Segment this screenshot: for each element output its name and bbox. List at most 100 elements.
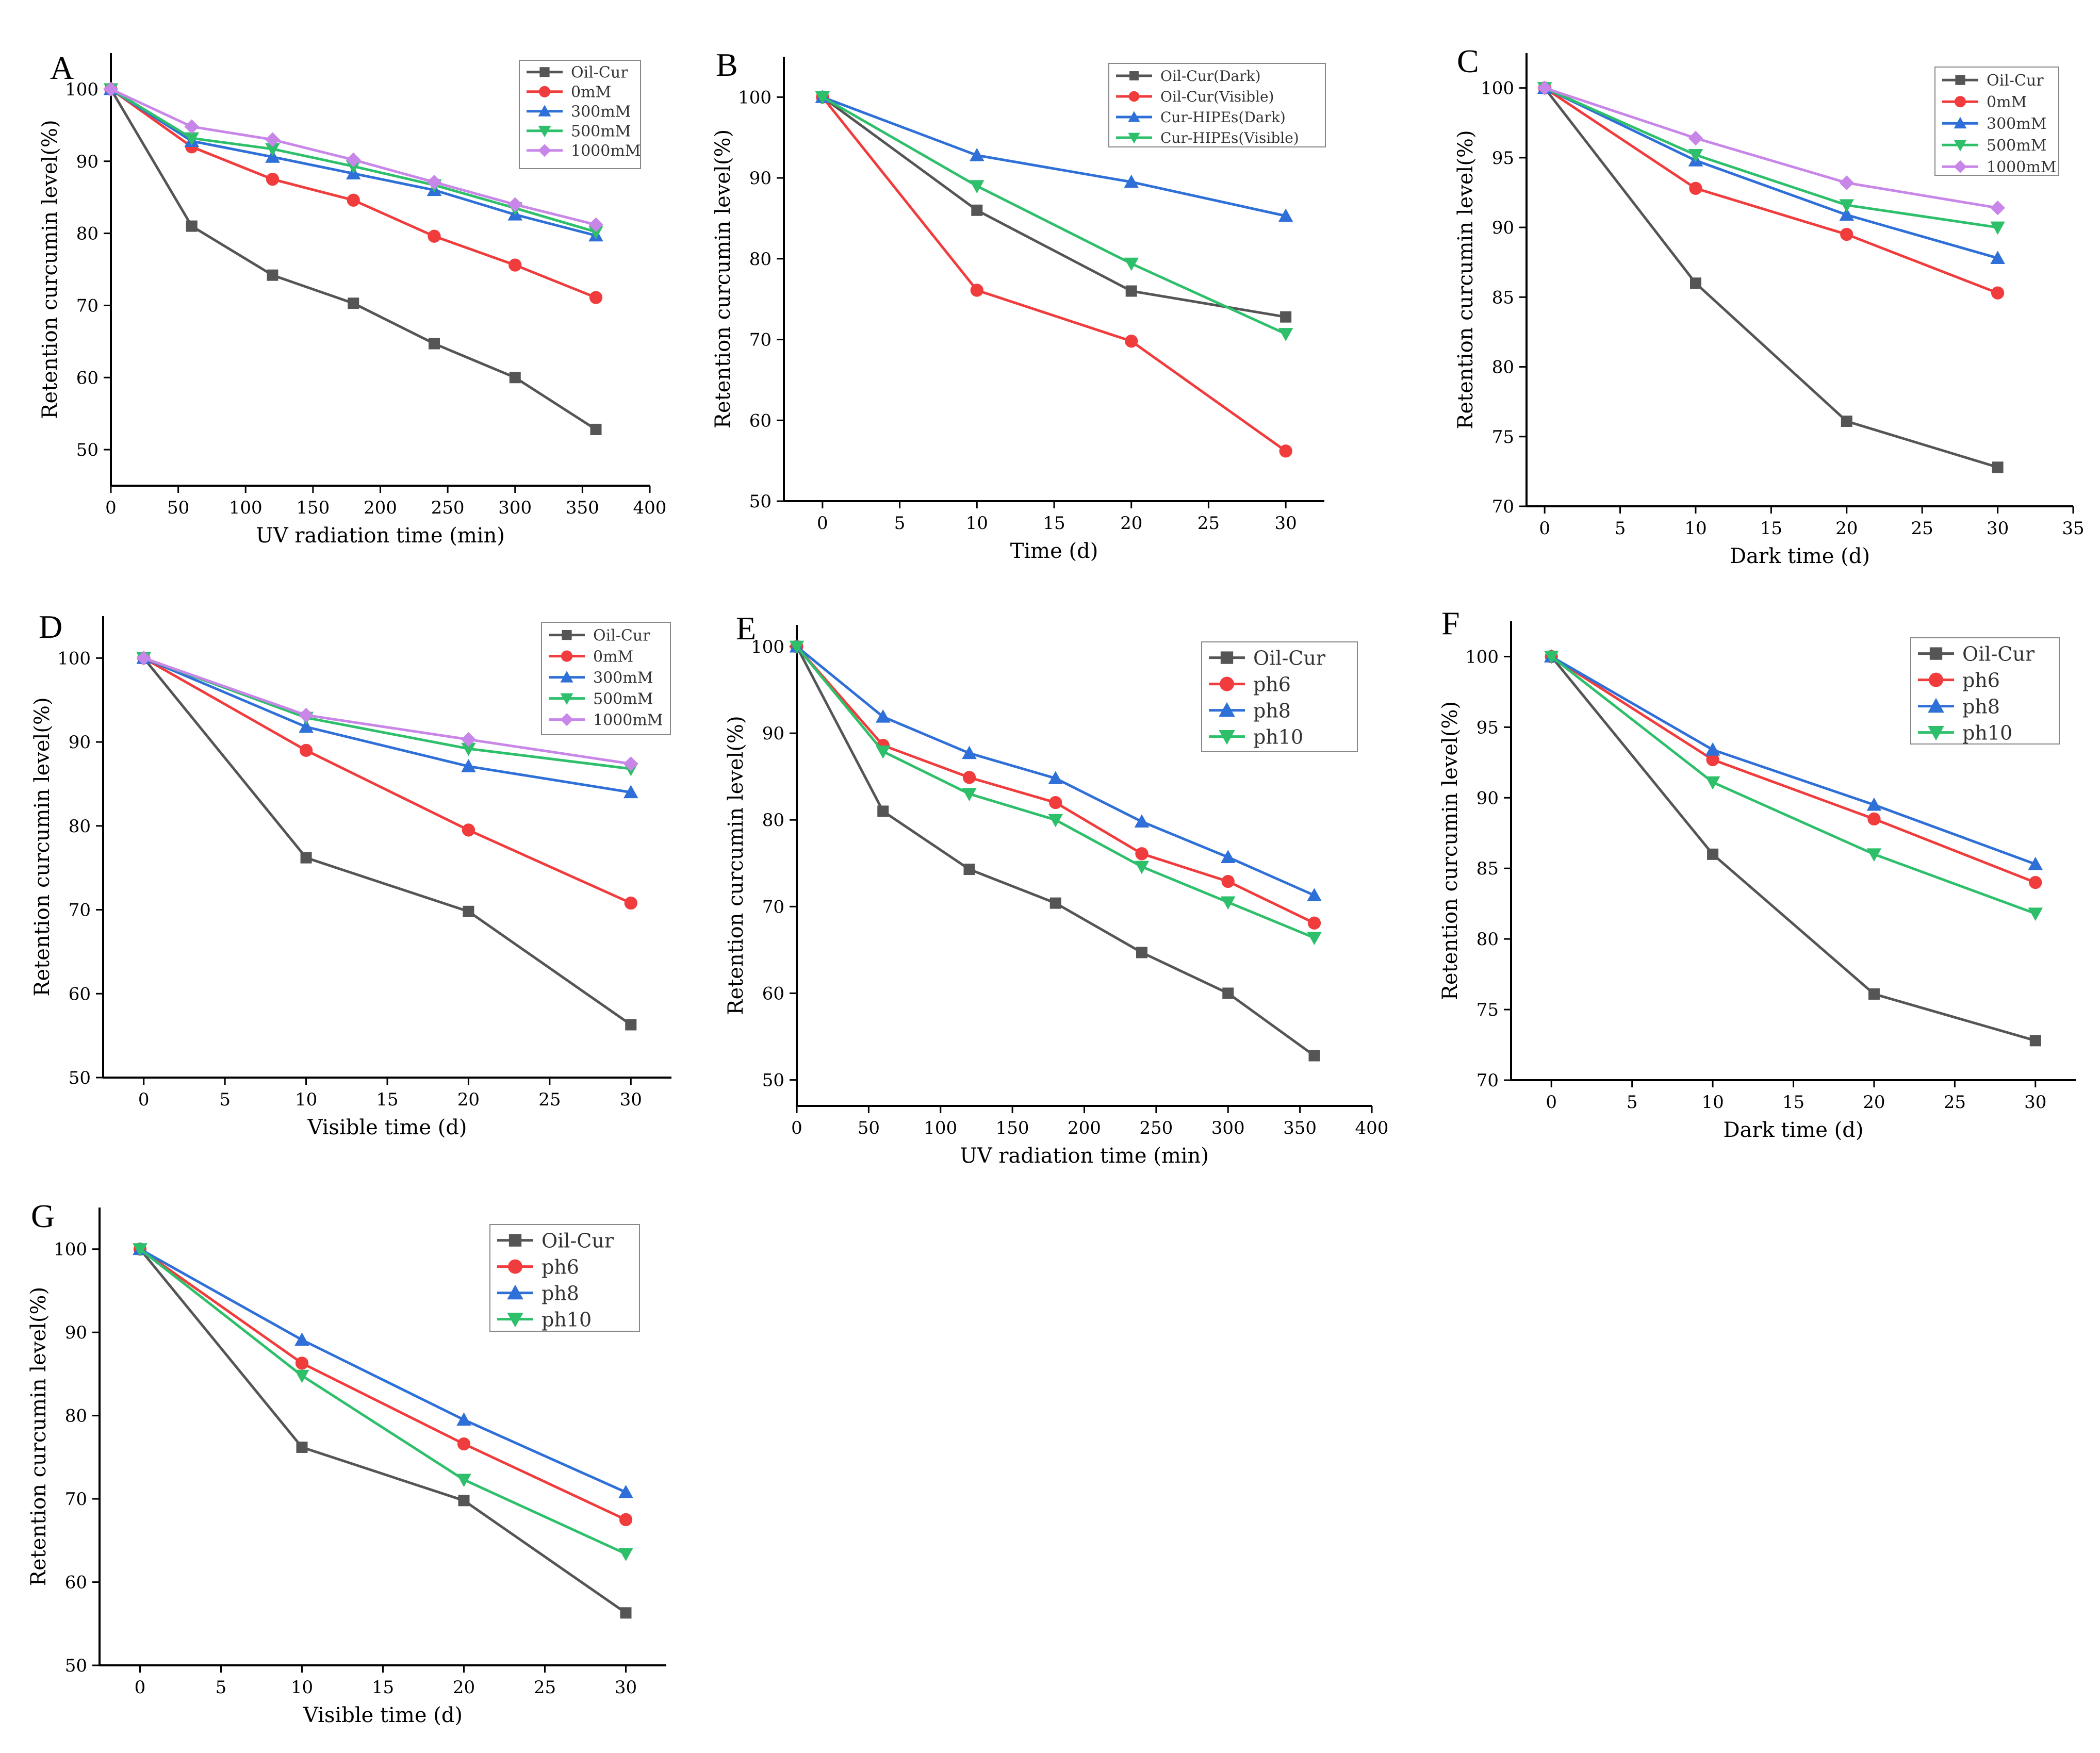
x-tick-label: 10: [291, 1677, 313, 1698]
legend-box: [1934, 67, 2059, 176]
x-tick-label: 250: [1139, 1118, 1173, 1138]
data-point: [457, 1437, 471, 1451]
y-axis-label: Retention curcumin level(%): [38, 120, 62, 419]
data-point: [1544, 651, 1559, 664]
legend-marker: [1928, 698, 1944, 713]
series-line: [139, 1248, 627, 1555]
data-point: [877, 805, 889, 817]
data-point: [1220, 896, 1236, 910]
y-tick-label: 50: [65, 1656, 87, 1676]
x-tick-label: 20: [1120, 513, 1142, 534]
data-point: [1706, 753, 1719, 767]
x-tick-label: 5: [216, 1677, 227, 1698]
y-tick-label: 60: [749, 410, 772, 431]
legend-marker: [1954, 140, 1967, 152]
legend-marker: [1955, 75, 1965, 85]
x-tick-label: 0: [105, 498, 117, 518]
legend-label: 500mM: [593, 690, 653, 708]
data-point: [1048, 771, 1063, 784]
data-point: [1688, 148, 1703, 162]
legend-item: Cur-HIPEs(Dark): [1116, 109, 1286, 126]
y-tick-label: 80: [762, 810, 784, 831]
data-point: [1990, 221, 2005, 235]
x-tick-label: 15: [376, 1089, 398, 1110]
series-line: [142, 657, 632, 1026]
series-line: [822, 96, 1286, 319]
y-tick-label: 60: [762, 983, 784, 1004]
y-axis-label: Retention curcumin level(%): [724, 716, 748, 1015]
data-point: [1049, 796, 1062, 809]
series-1000mm: [136, 651, 638, 771]
legend-label: 300mM: [1987, 115, 2046, 133]
y-tick-label: 80: [1492, 357, 1514, 378]
data-point: [299, 743, 313, 757]
data-point: [962, 771, 976, 784]
data-point: [429, 338, 440, 350]
x-tick-label: 200: [1068, 1118, 1101, 1138]
legend: Oil-Cur ph6 ph8 ph10: [489, 1224, 640, 1332]
x-tick-label: 0: [135, 1677, 146, 1698]
legend-marker: [560, 713, 573, 726]
legend-label: Oil-Cur: [593, 626, 650, 644]
x-tick-label: 20: [1863, 1092, 1885, 1113]
legend-marker: [507, 1284, 523, 1300]
series-line: [1544, 87, 1998, 229]
data-point: [456, 1412, 471, 1426]
data-point: [2028, 907, 2043, 921]
data-point: [1279, 444, 1292, 458]
data-point: [971, 204, 983, 216]
series-1000mm: [103, 81, 603, 233]
data-point: [1125, 285, 1137, 297]
data-point: [875, 745, 891, 759]
y-tick-label: 80: [69, 816, 91, 837]
data-point: [1841, 416, 1852, 427]
legend-label: 1000mM: [593, 711, 663, 729]
legend-label: 0mM: [1987, 93, 2027, 111]
legend-item: ph8: [497, 1282, 579, 1304]
x-tick-label: 5: [1627, 1092, 1638, 1113]
data-point: [588, 226, 603, 240]
data-point: [1705, 742, 1720, 756]
legend-label: 300mM: [593, 669, 653, 687]
x-tick-label: 5: [894, 513, 906, 534]
series-300mm: [136, 651, 638, 799]
series-line: [1544, 87, 1998, 209]
x-tick-label: 30: [2024, 1092, 2046, 1113]
series-line: [143, 657, 631, 765]
data-point: [1134, 861, 1150, 874]
legend-label: 500mM: [571, 123, 631, 141]
y-tick-label: 80: [76, 224, 99, 244]
data-point: [1220, 850, 1236, 863]
data-point: [103, 81, 119, 97]
legend-label: Oil-Cur: [1987, 72, 2044, 90]
data-point: [962, 746, 977, 759]
legend-marker: [508, 1259, 522, 1274]
legend-item: ph10: [1209, 725, 1303, 748]
x-axis-label: UV radiation time (min): [960, 1144, 1209, 1168]
series-line: [143, 657, 631, 794]
y-tick-label: 90: [749, 168, 772, 189]
legend-label: Oil-Cur: [542, 1229, 614, 1252]
data-point: [348, 297, 359, 309]
legend-marker: [1219, 730, 1235, 745]
data-point: [184, 132, 200, 146]
x-tick-label: 15: [372, 1677, 394, 1698]
data-point: [1840, 227, 1853, 241]
y-tick-label: 100: [738, 87, 772, 108]
data-point: [184, 119, 200, 134]
x-tick-label: 10: [295, 1089, 317, 1110]
legend-marker: [1219, 702, 1235, 717]
legend-item: Oil-Cur: [497, 1229, 614, 1252]
y-tick-label: 80: [1476, 929, 1499, 950]
legend-marker: [1954, 160, 1967, 173]
data-point: [1307, 916, 1321, 930]
data-point: [1689, 277, 1701, 289]
data-point: [969, 180, 985, 194]
panel-letter: A: [50, 49, 74, 86]
series-ph10: [133, 1243, 633, 1561]
legend-label: 300mM: [571, 103, 631, 121]
data-point: [1705, 776, 1720, 790]
x-tick-label: 35: [2062, 518, 2084, 539]
legend-marker: [1129, 71, 1139, 80]
